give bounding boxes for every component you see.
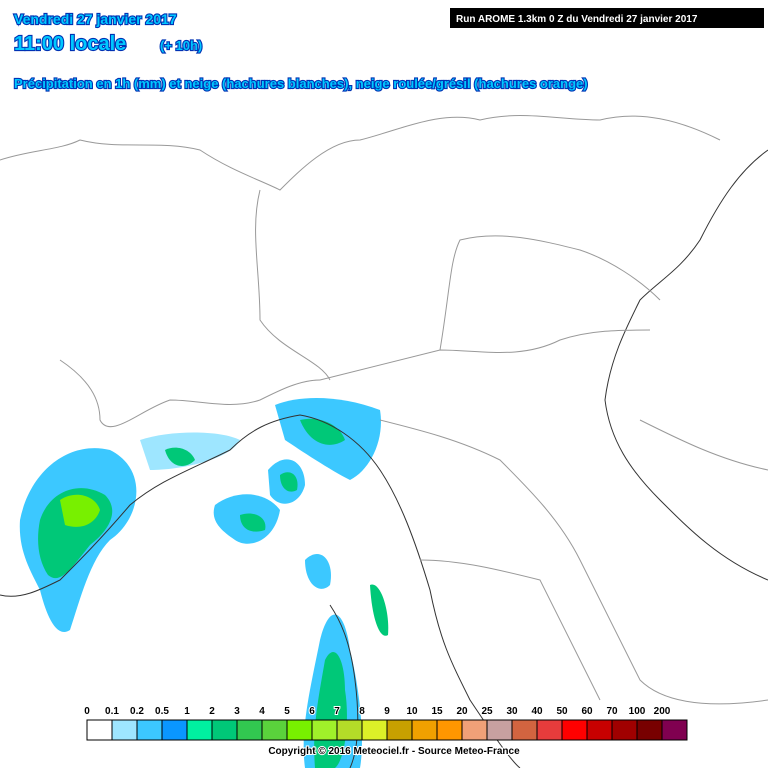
legend-label: 50	[556, 706, 568, 717]
legend-swatch	[361, 719, 388, 741]
lead-time: (+ 10h)	[160, 38, 202, 53]
legend-label: 5	[284, 706, 290, 717]
map-lines	[0, 115, 768, 768]
legend-swatch	[436, 719, 463, 741]
legend-swatch	[286, 719, 313, 741]
legend-label: 0.5	[155, 706, 169, 717]
legend-label: 25	[481, 706, 493, 717]
legend-label: 0.1	[105, 706, 119, 717]
legend-swatch	[536, 719, 563, 741]
legend-label: 8	[359, 706, 365, 717]
legend-swatch	[586, 719, 613, 741]
legend-swatch	[161, 719, 188, 741]
legend-label: 70	[606, 706, 618, 717]
time: 11:00 locale	[14, 33, 126, 55]
legend-label: 0.2	[130, 706, 144, 717]
description: Précipitation en 1h (mm) et neige (hachu…	[14, 76, 588, 91]
legend-swatch	[186, 719, 213, 741]
legend-swatch	[386, 719, 413, 741]
legend-swatch	[511, 719, 538, 741]
legend-label: 30	[506, 706, 518, 717]
legend-label: 2	[209, 706, 215, 717]
copyright: Copyright © 2016 Meteociel.fr - Source M…	[268, 746, 520, 757]
legend-swatch	[211, 719, 238, 741]
date: Vendredi 27 janvier 2017	[14, 11, 177, 27]
legend-label: 10	[406, 706, 418, 717]
run-box	[450, 8, 764, 28]
legend-swatch	[411, 719, 438, 741]
legend-label: 4	[259, 706, 265, 717]
legend-label: 200	[654, 706, 671, 717]
legend-swatch	[661, 719, 688, 741]
legend-label: 0	[84, 706, 90, 717]
legend-swatch	[236, 719, 263, 741]
legend-swatch	[336, 719, 363, 741]
legend-label: 100	[629, 706, 646, 717]
legend-label: 1	[184, 706, 190, 717]
legend-swatch	[136, 719, 163, 741]
legend-swatch	[561, 719, 588, 741]
legend-label: 3	[234, 706, 240, 717]
legend-swatch	[111, 719, 138, 741]
legend-swatch	[486, 719, 513, 741]
legend-label: 6	[309, 706, 315, 717]
legend-label: 9	[384, 706, 390, 717]
legend-label: 60	[581, 706, 593, 717]
legend-label: 20	[456, 706, 468, 717]
legend-swatch	[611, 719, 638, 741]
legend-label: 7	[334, 706, 340, 717]
legend-label: 15	[431, 706, 443, 717]
legend-label: 40	[531, 706, 543, 717]
run-info: Run AROME 1.3km 0 Z du Vendredi 27 janvi…	[456, 14, 698, 25]
legend-swatch	[461, 719, 488, 741]
legend-swatch	[261, 719, 288, 741]
legend-swatch	[86, 719, 113, 741]
legend: 0 0.1 0.2 0.5 1 2 3 4 5 6 7 8 9 10 15 20 25 30 40 50 60 70 100…	[83, 705, 688, 741]
legend-swatch	[636, 719, 663, 741]
legend-swatch	[311, 719, 338, 741]
